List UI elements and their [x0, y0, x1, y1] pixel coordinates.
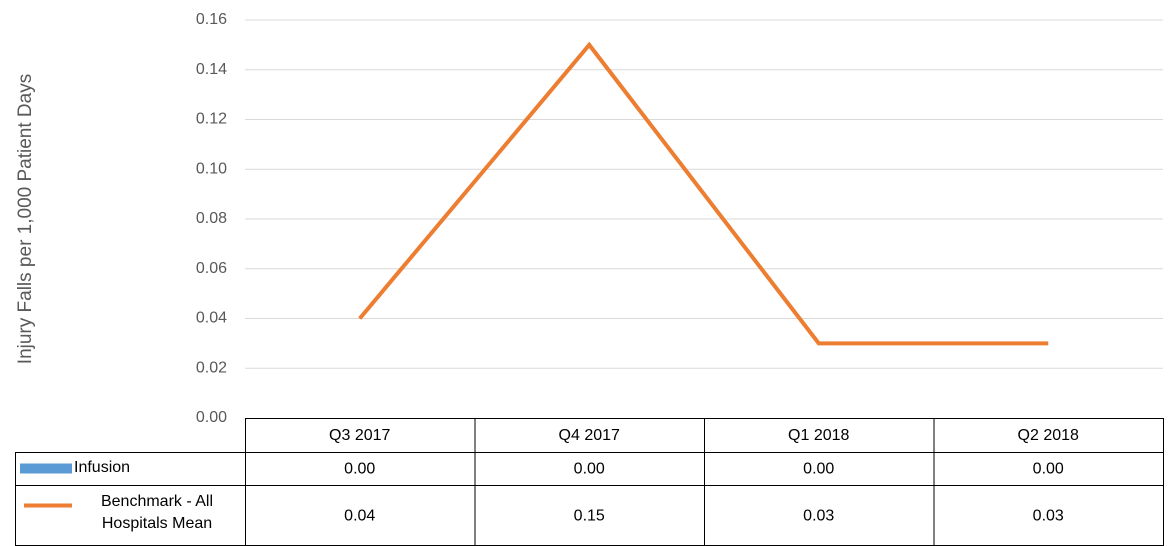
y-tick-label: 0.08: [196, 210, 227, 227]
table-value: 0.00: [1033, 461, 1064, 478]
table-value: 0.00: [574, 461, 605, 478]
x-tick-label: Q3 2017: [329, 427, 390, 444]
table-value: 0.15: [574, 508, 605, 525]
y-tick-label: 0.16: [196, 11, 227, 28]
legend-label: Infusion: [74, 459, 131, 476]
y-tick-label: 0.14: [196, 61, 227, 78]
y-tick-label: 0.06: [196, 260, 227, 277]
line: [358, 41, 1049, 346]
y-tick-label: 0.00: [196, 409, 227, 426]
table-value: 0.03: [1033, 508, 1064, 525]
x-tick-label: Q1 2018: [788, 427, 849, 444]
legend-label-box: Infusion: [74, 459, 131, 476]
legend-label: Benchmark - All Hospitals Mean: [100, 493, 214, 532]
table-value: 0.03: [803, 508, 834, 525]
y-tick-label: 0.04: [196, 310, 227, 327]
x-tick-label: Q4 2017: [559, 427, 620, 444]
table-value: 0.00: [344, 461, 375, 478]
legend-key: [20, 463, 72, 474]
table-value: 0.04: [344, 508, 375, 525]
x-tick-label: Q2 2018: [1018, 427, 1079, 444]
y-axis-label: Injury Falls per 1,000 Patient Days: [15, 74, 36, 364]
y-tick-label: 0.10: [196, 160, 227, 177]
y-tick-label: 0.12: [196, 111, 227, 128]
legend-label-box: Benchmark - All Hospitals Mean: [100, 493, 214, 532]
y-tick-label: 0.02: [196, 359, 227, 376]
table-value: 0.00: [803, 461, 834, 478]
